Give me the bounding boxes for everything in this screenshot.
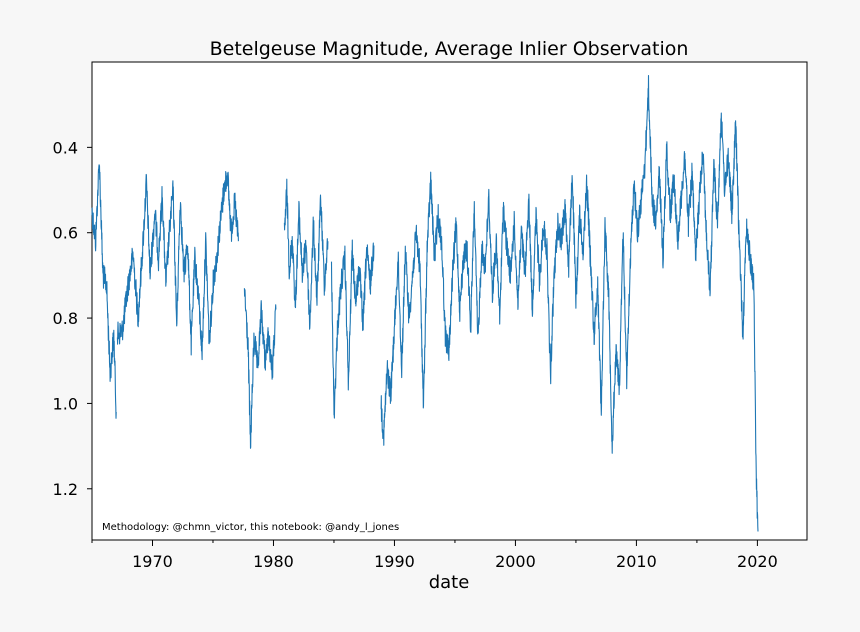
- x-axis-ticks: 1970 1980 1990 2000 2010 2020: [91, 540, 778, 571]
- x-tick-label: 2010: [616, 552, 657, 571]
- x-tick-label: 1990: [374, 552, 415, 571]
- series-line-segment: [91, 164, 117, 419]
- series-line-segment: [116, 171, 239, 361]
- y-tick-label: 0.8: [53, 309, 78, 328]
- y-tick-label: 1.0: [53, 394, 78, 413]
- x-axis-label: date: [429, 572, 470, 593]
- series-group: [91, 75, 759, 532]
- y-tick-label: 0.6: [53, 224, 78, 243]
- methodology-annotation: Methodology: @chmn_victor, this notebook…: [102, 522, 399, 533]
- x-tick-label: 2000: [495, 552, 536, 571]
- series-line-segment: [380, 75, 759, 532]
- series-line-segment: [330, 239, 375, 419]
- chart-title: Betelgeuse Magnitude, Average Inlier Obs…: [210, 38, 689, 60]
- plot-area: [91, 61, 808, 541]
- x-tick-label: 2020: [737, 552, 778, 571]
- series-line-segment: [283, 178, 329, 330]
- y-axis-ticks: 0.4 0.6 0.8 1.0 1.2: [53, 138, 92, 499]
- x-tick-label: 1980: [253, 552, 294, 571]
- y-tick-label: 0.4: [53, 138, 78, 157]
- series-line-segment: [243, 288, 277, 449]
- y-tick-label: 1.2: [53, 480, 78, 499]
- x-tick-label: 1970: [132, 552, 173, 571]
